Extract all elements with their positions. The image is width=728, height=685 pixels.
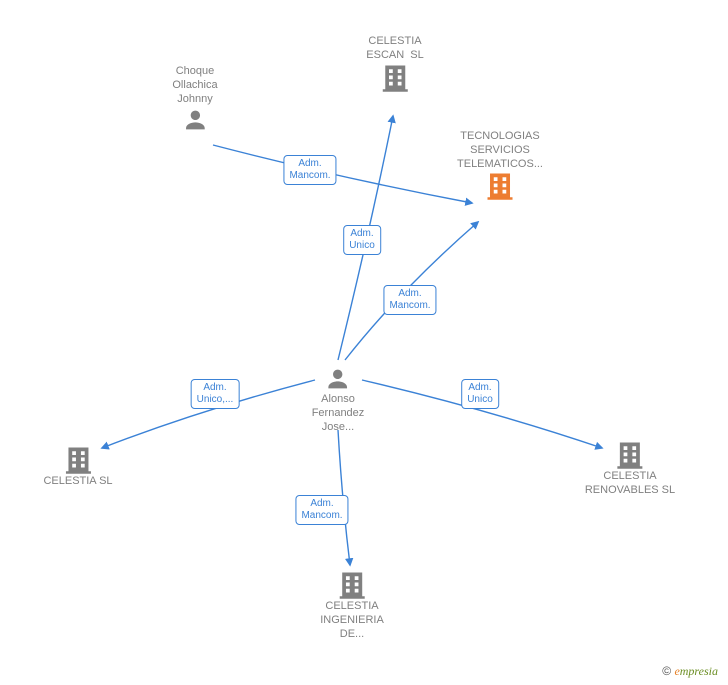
edge-label-alonso-celestia_ing: Adm.Mancom. [295,495,348,525]
edge-label-choque-tecnologias: Adm.Mancom. [283,155,336,185]
node-label: CELESTIA SL [43,475,112,489]
node-choque[interactable]: Choque Ollachica Johnny [172,65,217,134]
node-tecnologias[interactable]: TECNOLOGIAS SERVICIOS TELEMATICOS... [457,130,543,201]
copyright: © [662,664,671,678]
node-celestia_escan[interactable]: CELESTIA ESCAN SL [366,35,423,93]
building-icon [337,570,367,600]
node-label: CELESTIA INGENIERIA DE... [320,600,384,641]
edge-label-alonso-tecnologias: Adm.Mancom. [383,285,436,315]
node-label: TECNOLOGIAS SERVICIOS TELEMATICOS... [457,130,543,171]
building-icon [63,445,93,475]
edge-label-alonso-celestia_renov: Adm.Unico [461,379,499,409]
edge-choque-tecnologias [213,145,472,203]
node-label: Alonso Fernandez Jose... [312,393,365,434]
person-icon [181,106,209,134]
node-label: Choque Ollachica Johnny [172,65,217,106]
building-icon [485,171,515,201]
node-celestia_sl[interactable]: CELESTIA SL [43,445,112,489]
diagram-canvas: Choque Ollachica Johnny CELESTIA ESCAN S… [0,0,728,685]
node-alonso[interactable]: Alonso Fernandez Jose... [312,365,365,434]
node-celestia_ing[interactable]: CELESTIA INGENIERIA DE... [320,570,384,641]
node-celestia_renov[interactable]: CELESTIA RENOVABLES SL [585,440,675,498]
building-icon [615,440,645,470]
edge-label-alonso-celestia_escan: Adm.Unico [343,225,381,255]
building-icon [380,63,410,93]
footer: © empresia [662,664,718,679]
person-icon [324,365,352,393]
brand-logo: empresia [674,664,718,678]
node-label: CELESTIA ESCAN SL [366,35,423,63]
node-label: CELESTIA RENOVABLES SL [585,470,675,498]
edge-label-alonso-celestia_sl: Adm.Unico,... [191,379,240,409]
